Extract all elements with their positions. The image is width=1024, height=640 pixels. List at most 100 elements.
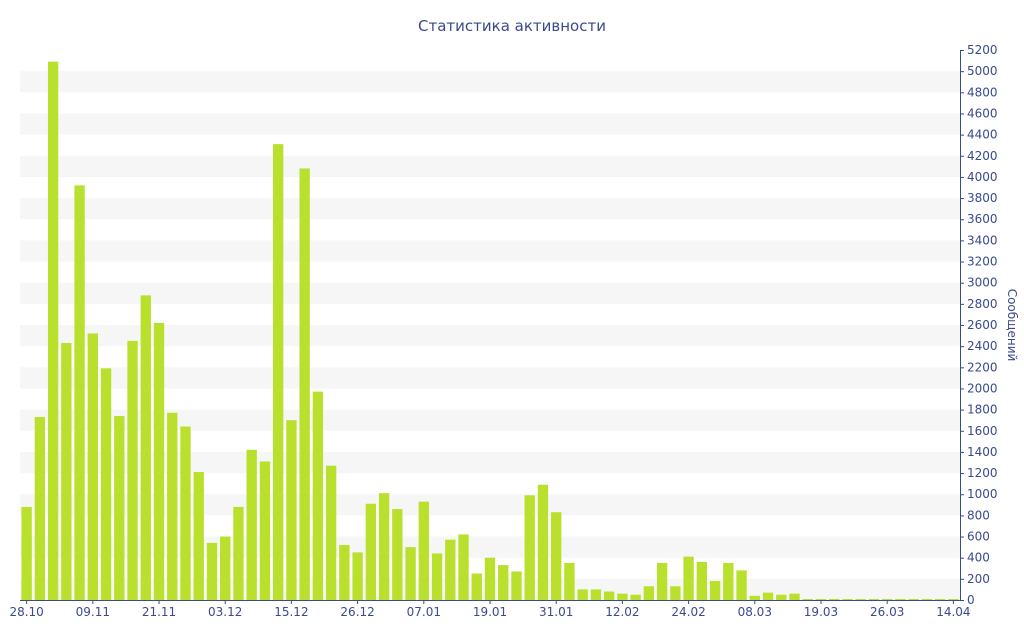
bar <box>378 493 390 600</box>
x-tick-label: 03.12 <box>208 605 242 619</box>
bar <box>577 589 588 600</box>
bar <box>100 368 112 600</box>
bar <box>339 545 350 600</box>
grid-band <box>20 240 960 262</box>
y-tick-label: 200 <box>967 572 990 586</box>
bars-group <box>21 61 959 600</box>
bar <box>286 420 297 600</box>
bar <box>537 484 549 600</box>
bar <box>484 557 496 600</box>
grid-band <box>20 71 960 93</box>
bar <box>180 426 191 600</box>
x-ticks-group: 28.10 09.11 21.11 03.12 15.12 26.12 07.01 19.01… <box>9 600 971 619</box>
bar <box>405 547 416 600</box>
grid-bands <box>20 71 960 600</box>
bar <box>233 506 244 600</box>
bar <box>312 391 324 600</box>
y-tick-label: 2600 <box>967 318 998 332</box>
bar <box>498 565 509 600</box>
y-tick-label: 1000 <box>967 487 998 501</box>
y-tick-label: 3200 <box>967 255 998 269</box>
x-tick-label: 26.12 <box>340 605 374 619</box>
y-tick-label: 4000 <box>967 170 998 184</box>
bar <box>524 495 535 600</box>
grid-band <box>20 409 960 431</box>
grid-band <box>20 367 960 389</box>
bar <box>643 586 655 600</box>
bar <box>921 598 933 600</box>
y-tick-label: 3800 <box>967 191 998 205</box>
y-tick-label: 800 <box>967 508 990 522</box>
x-tick-label: 07.01 <box>407 605 441 619</box>
bar <box>431 553 443 600</box>
bar <box>551 512 562 600</box>
y-tick-label: 4600 <box>967 106 998 120</box>
y-tick-label: 400 <box>967 551 990 565</box>
y-tick-label: 5000 <box>967 64 998 78</box>
bar <box>153 322 165 600</box>
bar <box>762 592 774 600</box>
bar <box>246 449 257 600</box>
y-tick-label: 600 <box>967 530 990 544</box>
bar <box>603 591 615 600</box>
y-tick-label: 1800 <box>967 403 998 417</box>
bar <box>656 562 668 600</box>
bar <box>511 571 522 600</box>
y-tick-label: 1400 <box>967 445 998 459</box>
x-tick-label: 09.11 <box>76 605 110 619</box>
x-tick-label: 12.02 <box>605 605 639 619</box>
bar <box>630 594 641 600</box>
x-tick-label: 19.03 <box>804 605 838 619</box>
bar <box>74 185 85 600</box>
bar <box>590 589 602 600</box>
y-tick-label: 3000 <box>967 276 998 290</box>
bar <box>948 598 959 600</box>
x-tick-label: 24.02 <box>671 605 705 619</box>
bar <box>789 593 800 600</box>
bar <box>829 598 840 600</box>
y-tick-label: 0 <box>967 593 975 607</box>
x-tick-label: 19.01 <box>473 605 507 619</box>
bar <box>908 598 919 600</box>
bar <box>736 570 747 600</box>
bar <box>842 598 853 600</box>
y-tick-label: 2400 <box>967 339 998 353</box>
bar <box>564 562 575 600</box>
bar <box>723 562 734 600</box>
bar <box>418 501 429 600</box>
y-tick-label: 2200 <box>967 360 998 374</box>
y-tick-label: 4800 <box>967 85 998 99</box>
bar <box>749 595 760 600</box>
bar <box>670 586 681 600</box>
bar <box>696 561 707 600</box>
bar <box>206 542 218 600</box>
bar <box>220 536 231 600</box>
bar <box>34 417 46 600</box>
bar <box>683 556 694 600</box>
bar <box>273 144 284 600</box>
bar <box>802 598 813 600</box>
y-tick-label: 3600 <box>967 212 998 226</box>
bar <box>365 503 377 600</box>
y-axis-label: Сообщений <box>1005 289 1019 362</box>
bar <box>617 593 628 600</box>
bar <box>445 539 456 600</box>
bar <box>114 415 125 600</box>
bar <box>193 472 204 600</box>
grid-band <box>20 282 960 304</box>
y-ticks-group: 0 200 400 600 800 1000 1200 1400 1600 1800 2000 220… <box>960 43 998 607</box>
y-tick-label: 4400 <box>967 128 998 142</box>
y-tick-label: 4200 <box>967 149 998 163</box>
bar <box>61 342 72 600</box>
bar <box>934 598 946 600</box>
bar <box>458 534 469 600</box>
y-tick-label: 1600 <box>967 424 998 438</box>
x-tick-label: 21.11 <box>142 605 176 619</box>
bar <box>868 598 880 600</box>
y-tick-label: 2800 <box>967 297 998 311</box>
bar <box>815 598 827 600</box>
y-tick-label: 1200 <box>967 466 998 480</box>
grid-band <box>20 325 960 347</box>
bar <box>299 168 310 600</box>
